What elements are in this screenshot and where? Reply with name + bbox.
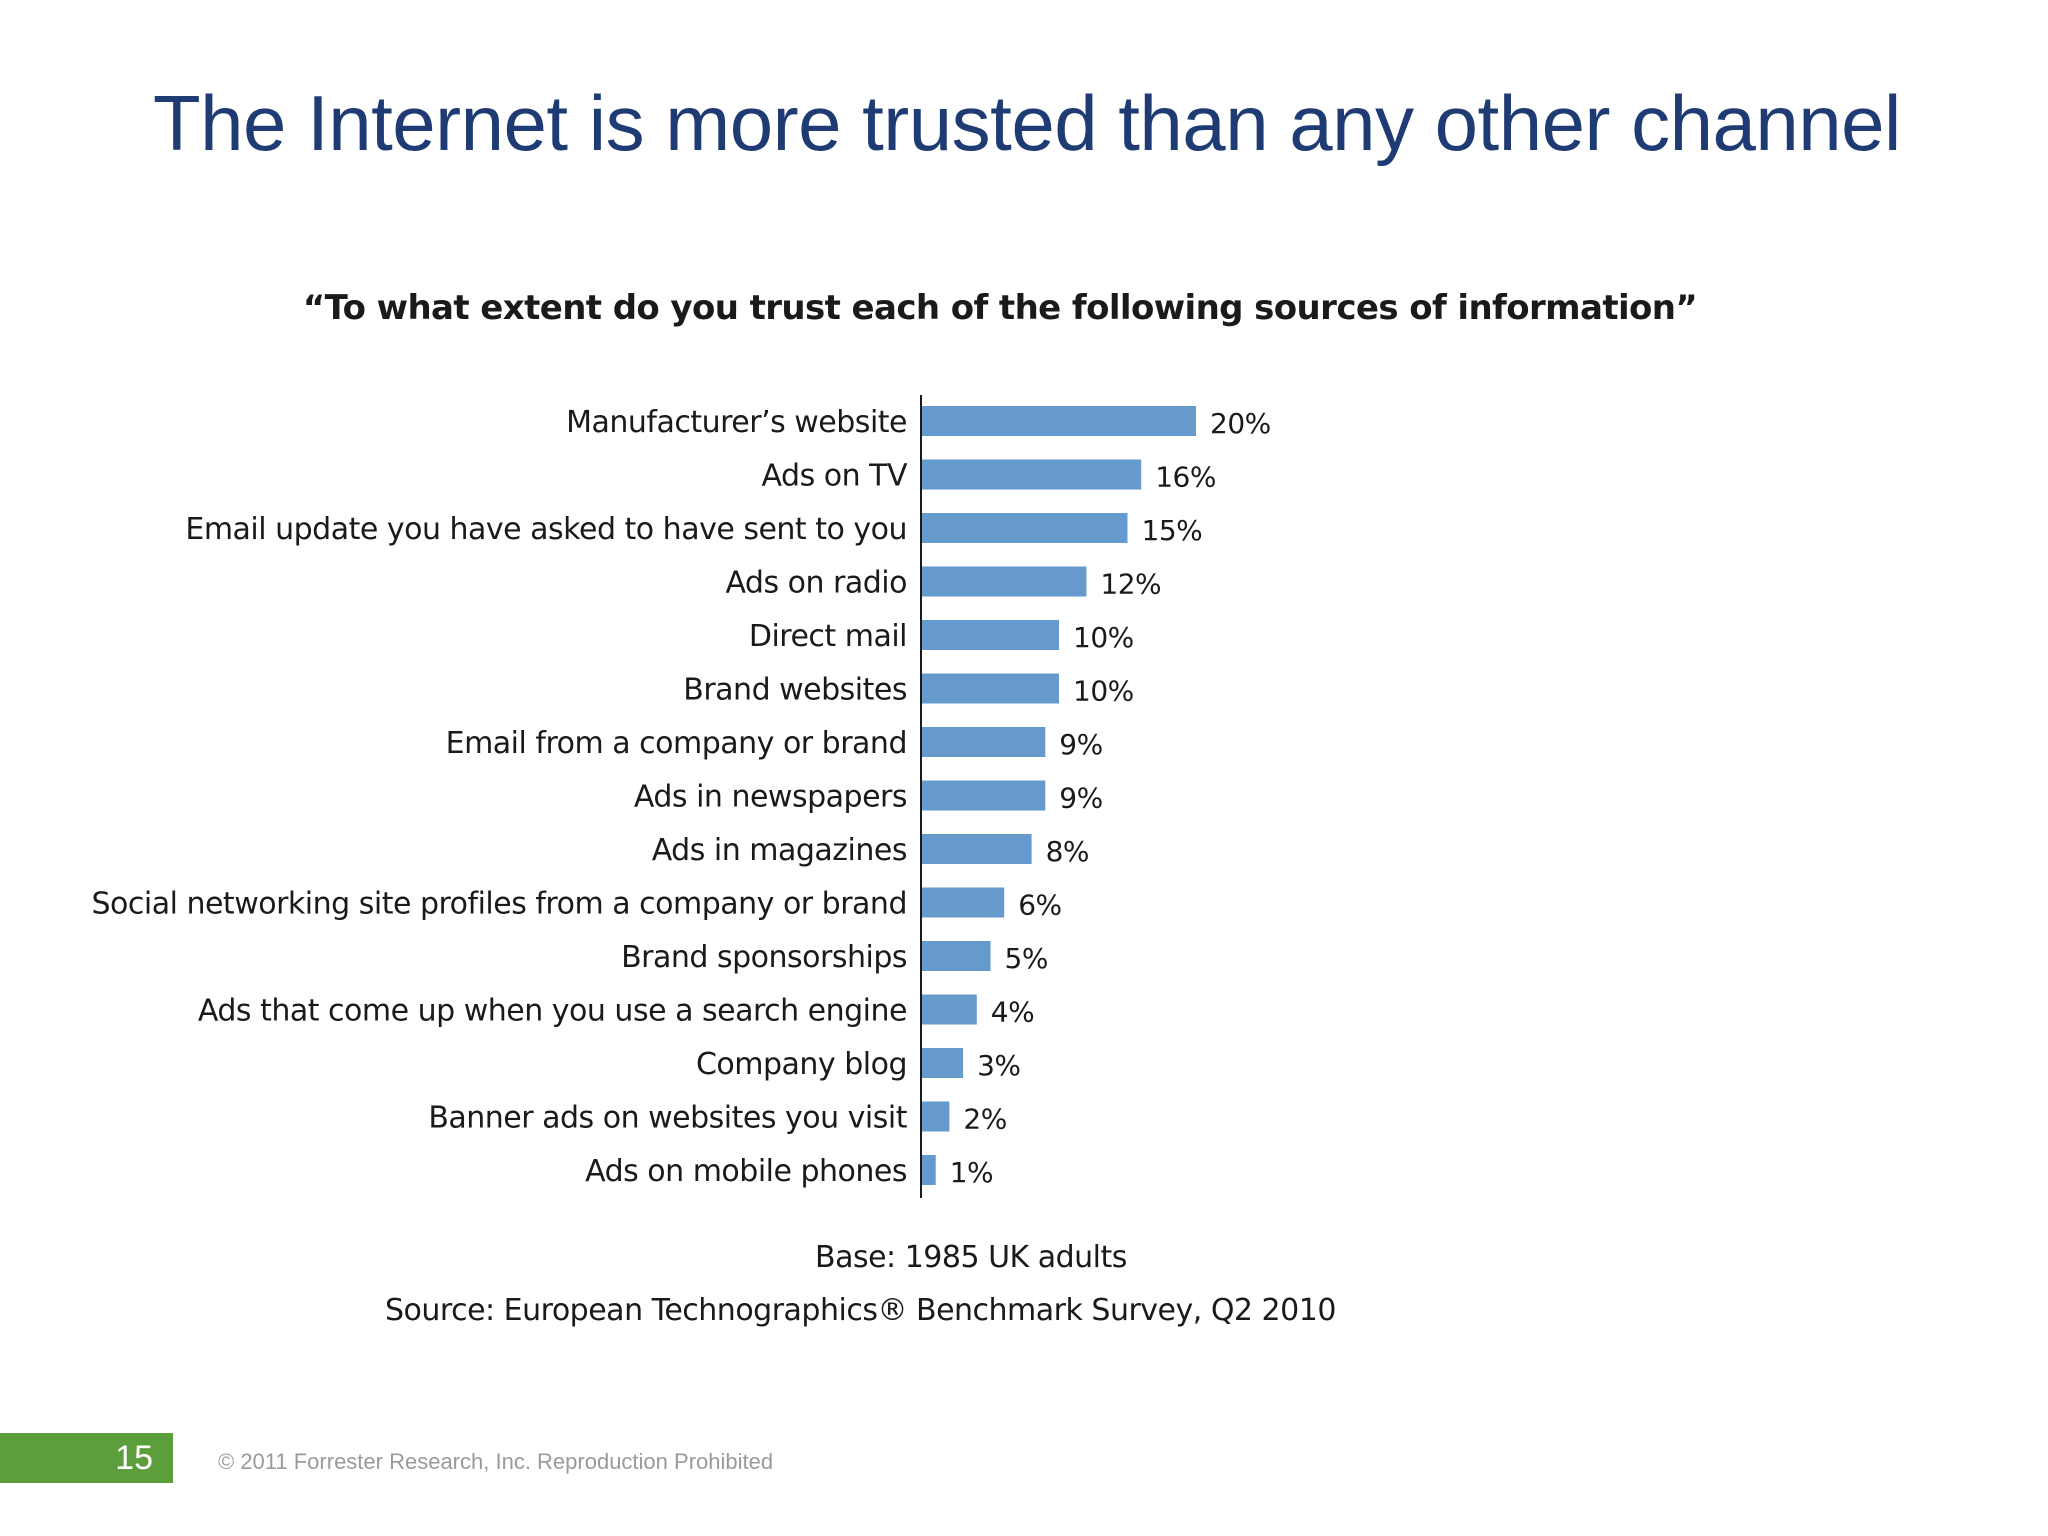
data-label: 1% — [950, 1156, 993, 1189]
data-label: 9% — [1059, 782, 1102, 815]
category-label: Ads in magazines — [652, 833, 907, 868]
data-label: 6% — [1018, 889, 1061, 922]
slide-title: The Internet is more trusted than any ot… — [153, 79, 1901, 167]
bar-chart: Manufacturer’s website 20% Ads on TV 16% Ema… — [91, 395, 1271, 1198]
data-label: 8% — [1046, 835, 1089, 868]
bar — [922, 727, 1046, 757]
bar — [922, 459, 1142, 490]
category-label: Email update you have asked to have sent… — [185, 512, 907, 547]
category-label: Ads in newspapers — [634, 780, 907, 815]
data-label: 3% — [977, 1049, 1020, 1082]
copyright-notice: © 2011 Forrester Research, Inc. Reproduc… — [218, 1449, 774, 1474]
chart-source-note: Source: European Technographics® Benchma… — [385, 1293, 1336, 1328]
category-label: Ads on mobile phones — [585, 1154, 907, 1189]
category-label: Ads on TV — [762, 459, 908, 494]
data-label: 12% — [1100, 568, 1161, 601]
bar — [922, 1048, 964, 1078]
bar — [922, 406, 1196, 436]
category-label: Ads that come up when you use a search e… — [198, 994, 907, 1029]
bar — [922, 994, 977, 1025]
bar — [922, 566, 1087, 597]
category-label: Social networking site profiles from a c… — [91, 887, 907, 922]
data-label: 20% — [1210, 407, 1271, 440]
category-label: Direct mail — [749, 619, 907, 654]
bar — [922, 887, 1005, 918]
chart-title: “To what extent do you trust each of the… — [302, 288, 1698, 328]
page-number: 15 — [115, 1439, 153, 1477]
data-label: 15% — [1142, 514, 1203, 547]
bar — [922, 620, 1059, 650]
bar — [922, 673, 1059, 704]
data-label: 16% — [1155, 461, 1216, 494]
footer-page-badge: 15 — [0, 1433, 173, 1483]
category-label: Email from a company or brand — [446, 726, 907, 761]
bar — [922, 780, 1046, 811]
data-label: 5% — [1005, 942, 1048, 975]
data-label: 10% — [1073, 675, 1134, 708]
bar — [922, 1155, 936, 1185]
category-label: Brand sponsorships — [621, 940, 907, 975]
category-label: Company blog — [696, 1047, 907, 1082]
chart-base-note: Base: 1985 UK adults — [815, 1240, 1127, 1275]
data-label: 2% — [963, 1103, 1006, 1136]
bar — [922, 1101, 950, 1132]
category-label: Ads on radio — [725, 566, 907, 601]
category-label: Manufacturer’s website — [566, 405, 907, 440]
bar — [922, 834, 1032, 864]
bar — [922, 513, 1128, 543]
bar — [922, 941, 991, 971]
data-label: 4% — [991, 996, 1034, 1029]
data-label: 9% — [1059, 728, 1102, 761]
category-label: Banner ads on websites you visit — [428, 1101, 907, 1136]
data-label: 10% — [1073, 621, 1134, 654]
category-label: Brand websites — [683, 673, 907, 708]
